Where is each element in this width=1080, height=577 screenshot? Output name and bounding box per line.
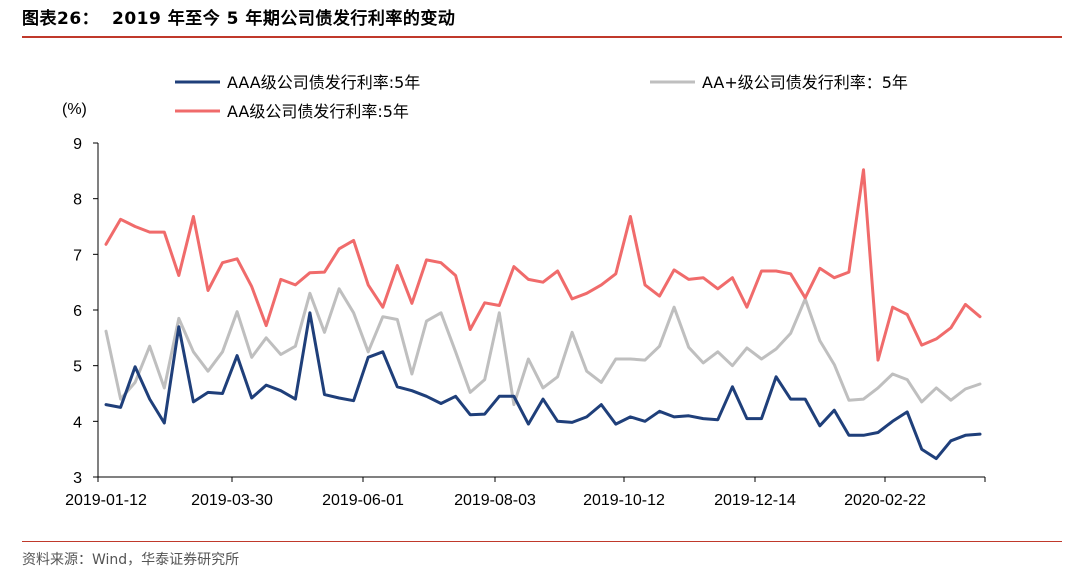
y-tick-label: 7 <box>73 247 82 264</box>
series-line-2 <box>104 168 982 362</box>
x-tick-label: 2019-03-30 <box>191 492 273 509</box>
x-tick-label: 2019-08-03 <box>454 492 536 509</box>
footer-divider <box>22 541 1062 542</box>
x-tick-label: 2019-12-14 <box>714 492 796 509</box>
y-tick-label: 3 <box>73 470 82 487</box>
figure-title: 图表26： 2019 年至今 5 年期公司债发行利率的变动 <box>22 9 456 29</box>
y-tick-label: 8 <box>73 192 82 209</box>
x-tick-label: 2020-02-22 <box>844 492 926 509</box>
legend-label-1: AA+级公司债发行利率：5年 <box>702 73 908 92</box>
figure-header: 图表26： 2019 年至今 5 年期公司债发行利率的变动 <box>22 6 1062 38</box>
series-line-1 <box>104 287 982 407</box>
y-axis-label: (%) <box>62 101 87 118</box>
legend-label-0: AAA级公司债发行利率:5年 <box>227 73 420 92</box>
y-tick-label: 4 <box>73 414 82 431</box>
y-tick-label: 6 <box>73 303 82 320</box>
x-tick-label: 2019-01-12 <box>65 492 147 509</box>
x-tick-label: 2019-06-01 <box>322 492 404 509</box>
series-line-0 <box>104 311 982 461</box>
legend-label-2: AA级公司债发行利率:5年 <box>227 102 409 121</box>
x-tick-label: 2019-10-12 <box>583 492 665 509</box>
header-divider <box>22 36 1062 38</box>
y-tick-label: 9 <box>73 136 82 153</box>
x-axis: 2019-01-12 2019-03-30 2019-06-01 2019-08-03… <box>65 476 986 509</box>
y-axis: 3 4 5 6 7 8 9 <box>73 136 99 487</box>
y-tick-label: 5 <box>73 359 82 376</box>
plot-area <box>104 168 982 461</box>
chart-legend: AAA级公司债发行利率:5年 AA+级公司债发行利率：5年 AA级公司债发行利率:5… <box>175 73 908 121</box>
source-note: 资料来源：Wind，华泰证券研究所 <box>22 552 240 568</box>
